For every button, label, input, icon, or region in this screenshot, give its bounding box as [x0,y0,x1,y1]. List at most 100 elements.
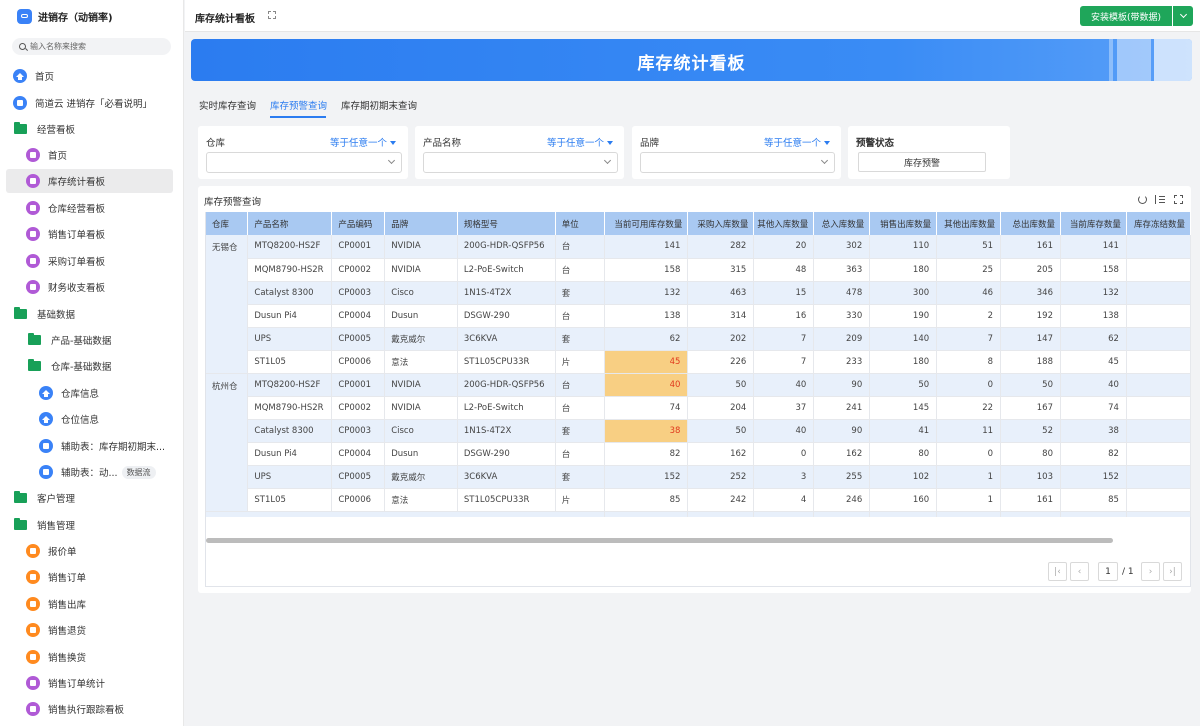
table-cell: DSGW-290 [457,442,556,466]
table-row[interactable]: UPS CP0005 戴克威尔 3C6KVA 套 62 202 7 209 140 7 147 62 [206,327,1191,351]
sidebar-item-aux-dynamic[interactable]: 辅助表：动... 数据流 [0,460,183,484]
sidebar-item-purchase-board[interactable]: 采购订单看板 [0,249,183,273]
table-row[interactable]: Dusun Pi4 CP0004 Dusun DSGW-290 台 138 314 16 330… [206,304,1191,328]
sidebar-item-sales-return[interactable]: 销售退货 [0,618,183,642]
table-cell: 台 [555,373,606,397]
table-cell [1126,442,1191,466]
tab-period-inventory[interactable]: 库存期初期末查询 [341,101,418,112]
sidebar-item-sales-board[interactable]: 销售订单看板 [0,222,183,246]
column-header[interactable]: 其他入库数量 [753,212,815,235]
table-cell: 50 [687,419,755,443]
sidebar-group-sales[interactable]: 销售管理 [0,513,183,537]
sidebar-item-sales-order[interactable]: 销售订单 [0,565,183,589]
table-cell [1126,235,1191,259]
filter-operator[interactable]: 等于任意一个 [547,135,613,149]
dashboard-icon [26,676,40,690]
expand-icon[interactable] [268,11,276,19]
sidebar-item-location-info[interactable]: 仓位信息 [0,407,183,431]
table-cell: 252 [687,465,755,489]
warning-table-card: 库存预警查询 仓库 产品名称 产品编码 品牌 规格型号 单位 当前可用库存数量 采购入库数量其… [198,186,1191,593]
table-cell: 246 [813,488,871,512]
column-header[interactable]: 其他出库数量 [936,212,1002,235]
sidebar-item-sales-out[interactable]: 销售出库 [0,592,183,616]
sidebar-item-guide[interactable]: 简道云 进销存「必看说明」 [0,91,183,115]
sidebar-item-home[interactable]: 首页 [0,64,183,88]
sidebar-item-aux-period[interactable]: 辅助表：库存期初期末... [0,434,183,458]
filter-operator[interactable]: 等于任意一个 [764,135,830,149]
table-row[interactable]: Dusun Pi4 CP0004 Dusun DSGW-290 台 82 162 0 162 80… [206,442,1191,466]
table-row[interactable]: ST1L05 CP0006 意法 ST1L05CPU33R 片 45 226 7 233 180 8… [206,350,1191,374]
table-cell: 110 [869,235,938,259]
column-header[interactable]: 产品编码 [331,212,386,235]
app-header: 进销存（动销率) [0,0,183,32]
install-template-button[interactable]: 安装模板(带数据) [1080,6,1172,26]
column-header[interactable]: 采购入库数量 [687,212,755,235]
table-row[interactable]: Catalyst 8300 CP0003 Cisco 1N1S-4T2X 套 38 50 40… [206,419,1191,443]
sidebar-group-product-data[interactable]: 产品-基础数据 [0,328,183,352]
first-page-button[interactable]: |‹ [1048,562,1067,581]
prev-page-button[interactable]: ‹ [1070,562,1089,581]
top-bar: 库存统计看板 安装模板(带数据) [185,0,1200,32]
next-page-button[interactable]: › [1141,562,1160,581]
sidebar-group-dashboard[interactable]: 经营看板 [0,117,183,141]
table-row[interactable]: MQM8790-HS2R CP0002 NVIDIA L2-PoE-Switch 台 74… [206,396,1191,420]
refresh-icon[interactable] [1138,195,1147,204]
table-cell: 242 [687,488,755,512]
column-header[interactable]: 产品名称 [247,212,333,235]
sort-icon[interactable] [1155,195,1165,204]
column-header[interactable]: 销售出库数量 [869,212,938,235]
column-header[interactable]: 总出库数量 [1000,212,1061,235]
sidebar-item-label: 销售订单统计 [48,679,106,690]
column-header[interactable]: 库存冻结数量 [1126,212,1191,235]
product-select[interactable] [423,152,618,173]
column-header[interactable]: 当前可用库存数量 [604,212,689,235]
table-cell: 152 [604,465,689,489]
sidebar-group-warehouse-data[interactable]: 仓库-基础数据 [0,354,183,378]
column-header[interactable]: 单位 [555,212,606,235]
inventory-warning-button[interactable]: 库存预警 [858,152,986,172]
sidebar-item-sales-exchange[interactable]: 销售换货 [0,645,183,669]
table-cell: 25 [936,258,1002,282]
page-number-input[interactable]: 1 [1098,562,1118,581]
column-header[interactable]: 总入库数量 [813,212,871,235]
table-cell: 38 [1060,419,1127,443]
warehouse-select[interactable] [206,152,402,173]
column-header[interactable]: 规格型号 [457,212,556,235]
table-cell: 188 [1000,350,1061,374]
last-page-button[interactable]: ›| [1163,562,1182,581]
table-row[interactable]: UPS CP0005 戴克威尔 3C6KVA 套 152 252 3 255 102 1 103 152 [206,465,1191,489]
table-row[interactable]: 无锡仓 MTQ8200-HS2F CP0001 NVIDIA 200G-HDR-QSFP… [206,235,1191,374]
filter-operator[interactable]: 等于任意一个 [330,135,396,149]
table-row[interactable]: MQM8790-HS2R CP0002 NVIDIA L2-PoE-Switch 台 15… [206,258,1191,282]
sidebar-item-dashboard-home[interactable]: 首页 [0,143,183,167]
table-cell: 152 [1060,465,1127,489]
sidebar-item-sales-stats[interactable]: 销售订单统计 [0,671,183,695]
dashboard-icon [26,280,40,294]
table-cell: MQM8790-HS2R [247,258,333,282]
table-row[interactable]: Catalyst 8300 CP0003 Cisco 1N1S-4T2X 套 132 463… [206,281,1191,305]
table-row[interactable]: 杭州仓 MTQ8200-HS2F CP0001 NVIDIA 200G-HDR-QSFP… [206,373,1191,512]
sidebar-item-warehouse-board[interactable]: 仓库经营看板 [0,196,183,220]
chevron-down-icon [603,156,612,165]
table-cell: 40 [753,373,815,397]
column-header[interactable]: 品牌 [384,212,458,235]
column-header[interactable]: 当前库存数量 [1060,212,1127,235]
sidebar-group-basic-data[interactable]: 基础数据 [0,302,183,326]
sidebar-item-quote[interactable]: 报价单 [0,539,183,563]
fullscreen-icon[interactable] [1174,195,1183,204]
install-dropdown-button[interactable] [1173,6,1193,26]
table-row[interactable]: ST1L05 CP0006 意法 ST1L05CPU33R 片 85 242 4 246 160 1… [206,488,1191,512]
sidebar-item-label: 仓库-基础数据 [51,362,112,373]
sidebar-item-finance-board[interactable]: 财务收支看板 [0,275,183,299]
tab-realtime-inventory[interactable]: 实时库存查询 [199,101,257,112]
sidebar-item-warehouse-info[interactable]: 仓库信息 [0,381,183,405]
sidebar-item-sales-tracking[interactable]: 销售执行跟踪看板 [0,697,183,721]
horizontal-scrollbar[interactable] [206,538,1113,543]
brand-select[interactable] [640,152,835,173]
column-header[interactable]: 仓库 [206,212,249,235]
tab-inventory-warning[interactable]: 库存预警查询 [270,101,328,112]
table-cell: 302 [813,235,871,259]
sidebar-item-inventory-board[interactable]: 库存统计看板 [6,169,173,193]
search-input[interactable]: 输入名称来搜索 [12,38,171,55]
sidebar-group-customers[interactable]: 客户管理 [0,486,183,510]
